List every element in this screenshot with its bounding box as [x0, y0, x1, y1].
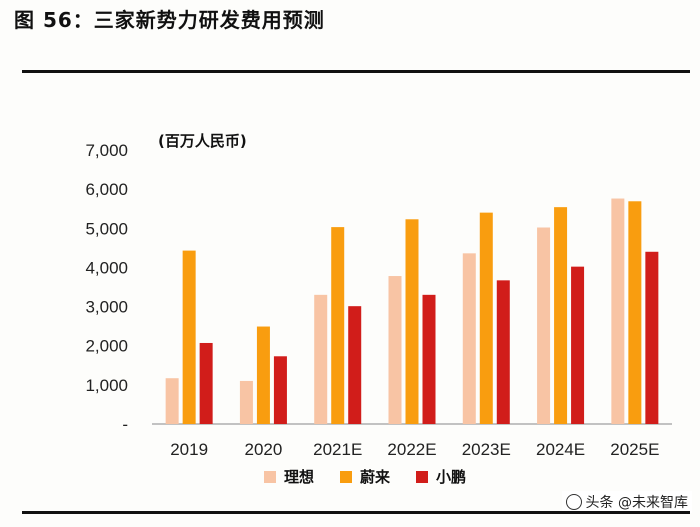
x-tick-label: 2019 — [170, 440, 208, 459]
x-tick-label: 2024E — [536, 440, 585, 459]
legend-label-lixiang: 理想 — [284, 468, 315, 486]
legend-swatch-lixiang — [264, 470, 276, 483]
bars-group — [165, 198, 659, 424]
legend-swatch-xpeng — [416, 470, 429, 483]
bar-lixiang-2025E — [611, 198, 625, 424]
x-tick-label: 2025E — [610, 440, 659, 459]
bar-xpeng-2025E — [645, 251, 659, 424]
bar-nio-2020 — [256, 326, 270, 424]
x-tick-label: 2023E — [462, 440, 511, 459]
y-tick-label: - — [122, 415, 128, 434]
bar-lixiang-2021E — [314, 294, 328, 424]
bar-nio-2021E — [331, 227, 345, 424]
bar-xpeng-2023E — [496, 280, 510, 424]
y-tick-label: 3,000 — [85, 298, 128, 317]
bar-nio-2025E — [628, 201, 642, 424]
bar-nio-2019 — [182, 250, 196, 424]
chart-title: 图 56：三家新势力研发费用预测 — [14, 8, 325, 32]
y-tick-label: 1,000 — [85, 376, 128, 395]
legend-item-nio: 蔚来 — [340, 466, 390, 487]
unit-label: (百万人民币) — [158, 132, 247, 150]
y-tick-label: 4,000 — [85, 258, 128, 277]
bar-nio-2024E — [554, 207, 568, 424]
bar-xpeng-2021E — [348, 306, 362, 424]
x-tick-label: 2021E — [313, 440, 362, 459]
watermark-logo-icon — [565, 494, 582, 510]
legend-label-xpeng: 小鹏 — [436, 468, 467, 486]
bar-xpeng-2019 — [199, 342, 213, 424]
bar-xpeng-2024E — [571, 266, 585, 424]
bar-nio-2022E — [405, 219, 419, 424]
y-tick-label: 6,000 — [85, 180, 128, 199]
y-tick-label: 5,000 — [85, 219, 128, 238]
bar-nio-2023E — [479, 212, 493, 424]
bar-lixiang-2022E — [388, 276, 402, 424]
legend: 理想 蔚来 小鹏 — [264, 466, 466, 487]
bar-lixiang-2024E — [537, 227, 551, 424]
legend-item-lixiang: 理想 — [264, 466, 314, 487]
y-tick-label: 2,000 — [85, 337, 128, 356]
bar-lixiang-2020 — [239, 380, 253, 424]
bottom-divider — [22, 511, 690, 514]
x-tick-label: 2022E — [387, 440, 436, 459]
watermark-text: 头条 @未来智库 — [585, 495, 688, 511]
x-axis: 2019 2020 2021E 2022E 2023E 2024E 2025E — [170, 440, 659, 459]
legend-swatch-nio — [340, 470, 353, 483]
top-divider — [22, 70, 690, 73]
bar-lixiang-2023E — [462, 253, 476, 424]
bar-lixiang-2019 — [165, 378, 179, 424]
bar-xpeng-2022E — [422, 294, 436, 424]
y-tick-label: 7,000 — [85, 141, 128, 160]
x-tick-label: 2020 — [245, 440, 283, 459]
legend-item-xpeng: 小鹏 — [416, 466, 466, 487]
legend-label-nio: 蔚来 — [360, 468, 391, 486]
watermark: 头条 @未来智库 — [561, 491, 692, 513]
y-axis: - 1,000 2,000 3,000 4,000 5,000 6,000 7,000 — [85, 141, 128, 434]
bar-xpeng-2020 — [273, 356, 287, 424]
